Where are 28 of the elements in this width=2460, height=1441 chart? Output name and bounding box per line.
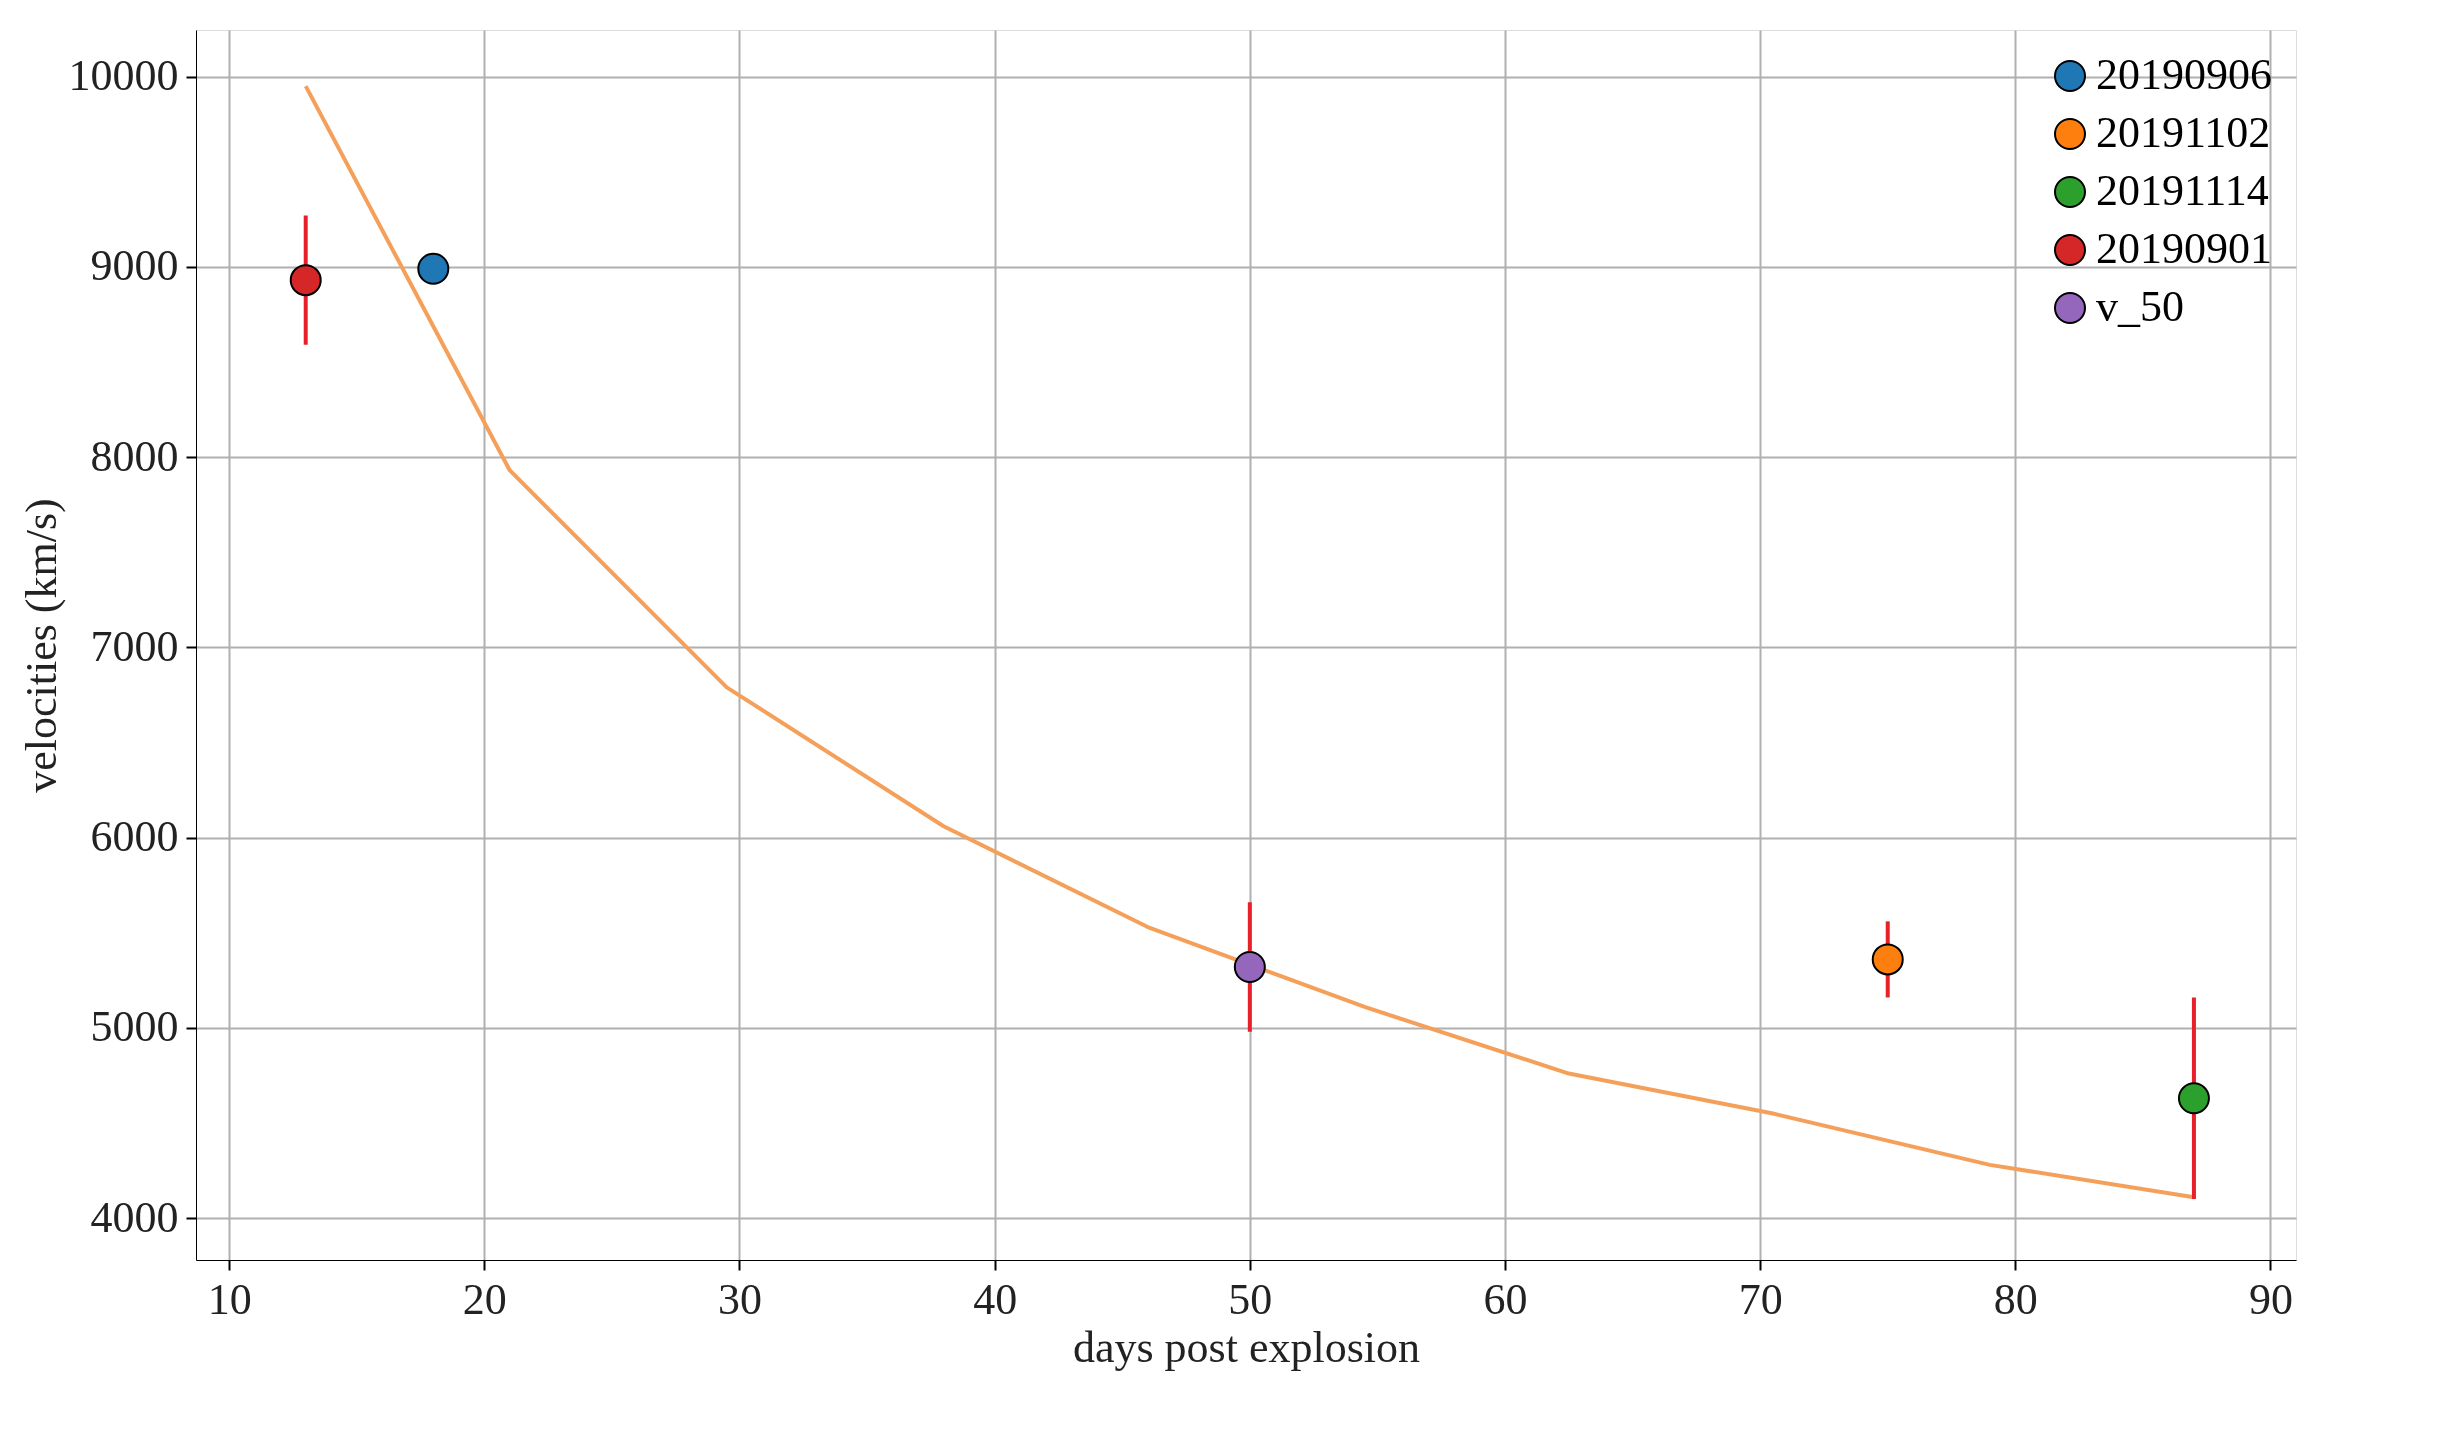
legend-label: v_50 bbox=[2096, 282, 2184, 331]
x-tick-label: 20 bbox=[462, 1274, 507, 1324]
legend-label: 20191114 bbox=[2096, 166, 2269, 215]
y-tick-label: 5000 bbox=[90, 1002, 179, 1052]
y-tick-label: 6000 bbox=[90, 812, 179, 862]
y-tick-label: 9000 bbox=[90, 241, 179, 291]
y-tick-label: 8000 bbox=[90, 431, 179, 481]
x-tick-label: 10 bbox=[207, 1274, 252, 1324]
point bbox=[289, 264, 322, 297]
y-tick-label: 7000 bbox=[90, 621, 179, 671]
x-tick-label: 70 bbox=[1738, 1274, 1783, 1324]
y-axis-title: velocities (km/s) bbox=[16, 498, 66, 793]
legend-label: 20190901 bbox=[2096, 224, 2272, 273]
x-tick-label: 30 bbox=[718, 1274, 762, 1324]
x-tick-label: 50 bbox=[1228, 1274, 1273, 1324]
point bbox=[2177, 1082, 2210, 1115]
legend-label: 20191102 bbox=[2096, 108, 2271, 157]
x-tick-label: 60 bbox=[1483, 1274, 1528, 1324]
x-tick-label: 80 bbox=[1993, 1274, 2038, 1324]
point bbox=[417, 252, 450, 285]
x-tick-label: 40 bbox=[973, 1274, 1018, 1324]
y-tick-label: 10000 bbox=[68, 51, 179, 101]
y-tick-label: 4000 bbox=[90, 1192, 179, 1242]
legend-label: 20190906 bbox=[2096, 50, 2272, 99]
x-axis-title: days post explosion bbox=[1072, 1322, 1421, 1372]
point bbox=[1871, 943, 1904, 976]
x-tick-label: 90 bbox=[2248, 1274, 2293, 1324]
point bbox=[1233, 951, 1266, 983]
